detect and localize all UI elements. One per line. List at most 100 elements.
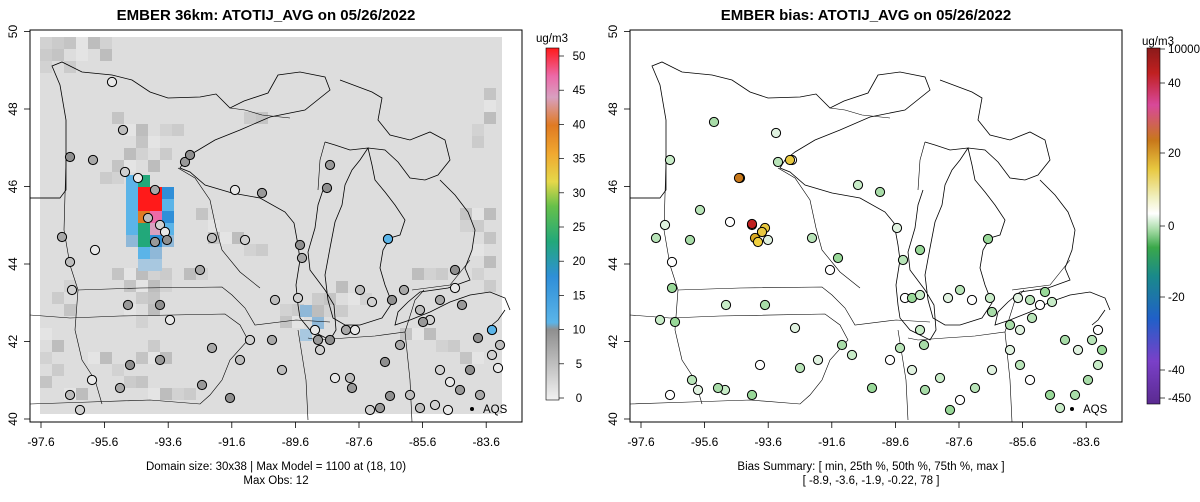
aqs-site-marker [454, 384, 466, 396]
bias-site-marker [1004, 344, 1016, 356]
colorbar-tick-label: -20 [1168, 292, 1185, 304]
aqs-site-marker [414, 402, 426, 414]
model-grid-cell [280, 316, 292, 328]
model-grid-cell [148, 388, 160, 400]
left-map: AQS [30, 30, 522, 422]
aqs-site-marker [429, 399, 441, 411]
model-grid-cell [412, 268, 424, 280]
model-grid-cell [324, 305, 336, 317]
model-grid-cell [256, 244, 268, 256]
model-grid-cell [184, 268, 196, 280]
model-grid-cell [160, 280, 172, 292]
colorbar-tick-label: 40 [573, 119, 586, 131]
bias-site-marker [746, 389, 758, 401]
aqs-site-marker [474, 389, 486, 401]
bias-site-marker [1069, 389, 1081, 401]
bias-site-marker [1039, 286, 1051, 298]
aqs-site-marker [309, 324, 321, 336]
model-grid-cell [136, 124, 148, 136]
bias-site-marker [664, 154, 676, 166]
x-axis-tick-label: -89.6 [882, 435, 910, 449]
aqs-site-marker [340, 324, 352, 336]
aqs-site-marker [234, 354, 246, 366]
colorbar-tick-label: 45 [573, 85, 586, 97]
x-axis-tick-label: -83.6 [1073, 435, 1101, 449]
model-grid-cell [40, 61, 52, 73]
aqs-site-marker [444, 376, 456, 388]
model-grid-cell [136, 148, 148, 160]
colorbar-tick-label: -40 [1168, 365, 1185, 377]
model-grid-cell [472, 352, 484, 364]
aqs-legend-marker [470, 407, 474, 411]
model-grid-cell [100, 37, 112, 49]
model-grid-cell [160, 148, 172, 160]
model-grid-cell [76, 49, 88, 61]
bias-site-marker [666, 282, 678, 294]
bias-site-marker [986, 364, 998, 376]
aqs-site-marker [206, 342, 218, 354]
left-footer-line2: Max Obs: 12 [243, 475, 308, 487]
y-axis-tick-label: 40 [606, 412, 620, 426]
bias-site-marker [1092, 359, 1104, 371]
aqs-site-marker [329, 372, 341, 384]
bias-site-marker [969, 382, 981, 394]
bias-site-marker [954, 394, 966, 406]
model-grid-cell [484, 256, 496, 268]
bias-site-marker [1012, 292, 1024, 304]
colorbar-tick-label: 10 [573, 325, 586, 337]
model-grid-cell [436, 340, 448, 352]
colorbar-tick-label: 40 [1168, 78, 1181, 90]
aqs-site-marker [296, 252, 308, 264]
aqs-site-marker [404, 389, 416, 401]
model-grid-cell [292, 316, 304, 328]
model-grid-cell [136, 376, 148, 388]
x-axis-tick-label: -97.6 [27, 435, 55, 449]
model-grid-cell [124, 376, 136, 388]
aqs-site-marker [449, 282, 461, 294]
model-grid-cell [40, 49, 52, 61]
aqs-site-marker [366, 296, 378, 308]
aqs-site-marker [142, 212, 154, 224]
bias-site-marker [712, 382, 724, 394]
model-grid-cell [76, 37, 88, 49]
model-grid-cell [52, 49, 64, 61]
model-grid-cell [88, 352, 100, 364]
bias-site-marker [1014, 359, 1026, 371]
bias-site-marker [1046, 296, 1058, 308]
model-grid-cells [40, 37, 496, 400]
aqs-site-marker [64, 256, 76, 268]
aqs-site-marker [349, 324, 361, 336]
model-grid-background [40, 37, 502, 414]
model-grid-cell [52, 292, 64, 304]
right-axes: -97.6 -95.6 -93.6 -91.6 -89.6 -87.6 -85.6 -83.6… [606, 25, 1100, 449]
bias-site-marker [770, 127, 782, 139]
model-grid-cell [160, 124, 172, 136]
model-grid-cell [64, 304, 76, 316]
bias-site-marker [720, 299, 732, 311]
bias-site-marker [772, 156, 784, 168]
bias-site-marker [1044, 389, 1056, 401]
aqs-site-marker [149, 184, 161, 196]
model-grid-cell [136, 352, 148, 364]
bias-site-marker [966, 294, 978, 306]
model-grid-cell [424, 328, 436, 340]
bias-observation-points [650, 116, 1108, 416]
y-axis-tick-label: 42 [606, 335, 620, 349]
bias-site-marker [1054, 402, 1066, 414]
model-grid-cell [52, 37, 64, 49]
aqs-site-marker [464, 364, 476, 376]
bias-site-marker [1072, 344, 1084, 356]
right-map: AQS [630, 30, 1122, 422]
left-colorbar-scale [545, 47, 560, 401]
right-panel: EMBER bias: ATOTIJ_AVG on 05/26/2022 AQS… [606, 7, 1200, 487]
aqs-legend-label: AQS [1083, 404, 1108, 416]
y-axis-tick-label: 44 [606, 257, 620, 271]
model-grid-cell [280, 304, 292, 316]
y-axis-tick-label: 44 [6, 257, 20, 271]
model-grid-cell [484, 112, 496, 124]
aqs-site-marker [106, 76, 118, 88]
model-grid-cell [400, 328, 412, 340]
aqs-site-marker [386, 294, 398, 306]
model-grid-cell [40, 352, 52, 364]
right-panel-title: EMBER bias: ATOTIJ_AVG on 05/26/2022 [721, 7, 1011, 24]
